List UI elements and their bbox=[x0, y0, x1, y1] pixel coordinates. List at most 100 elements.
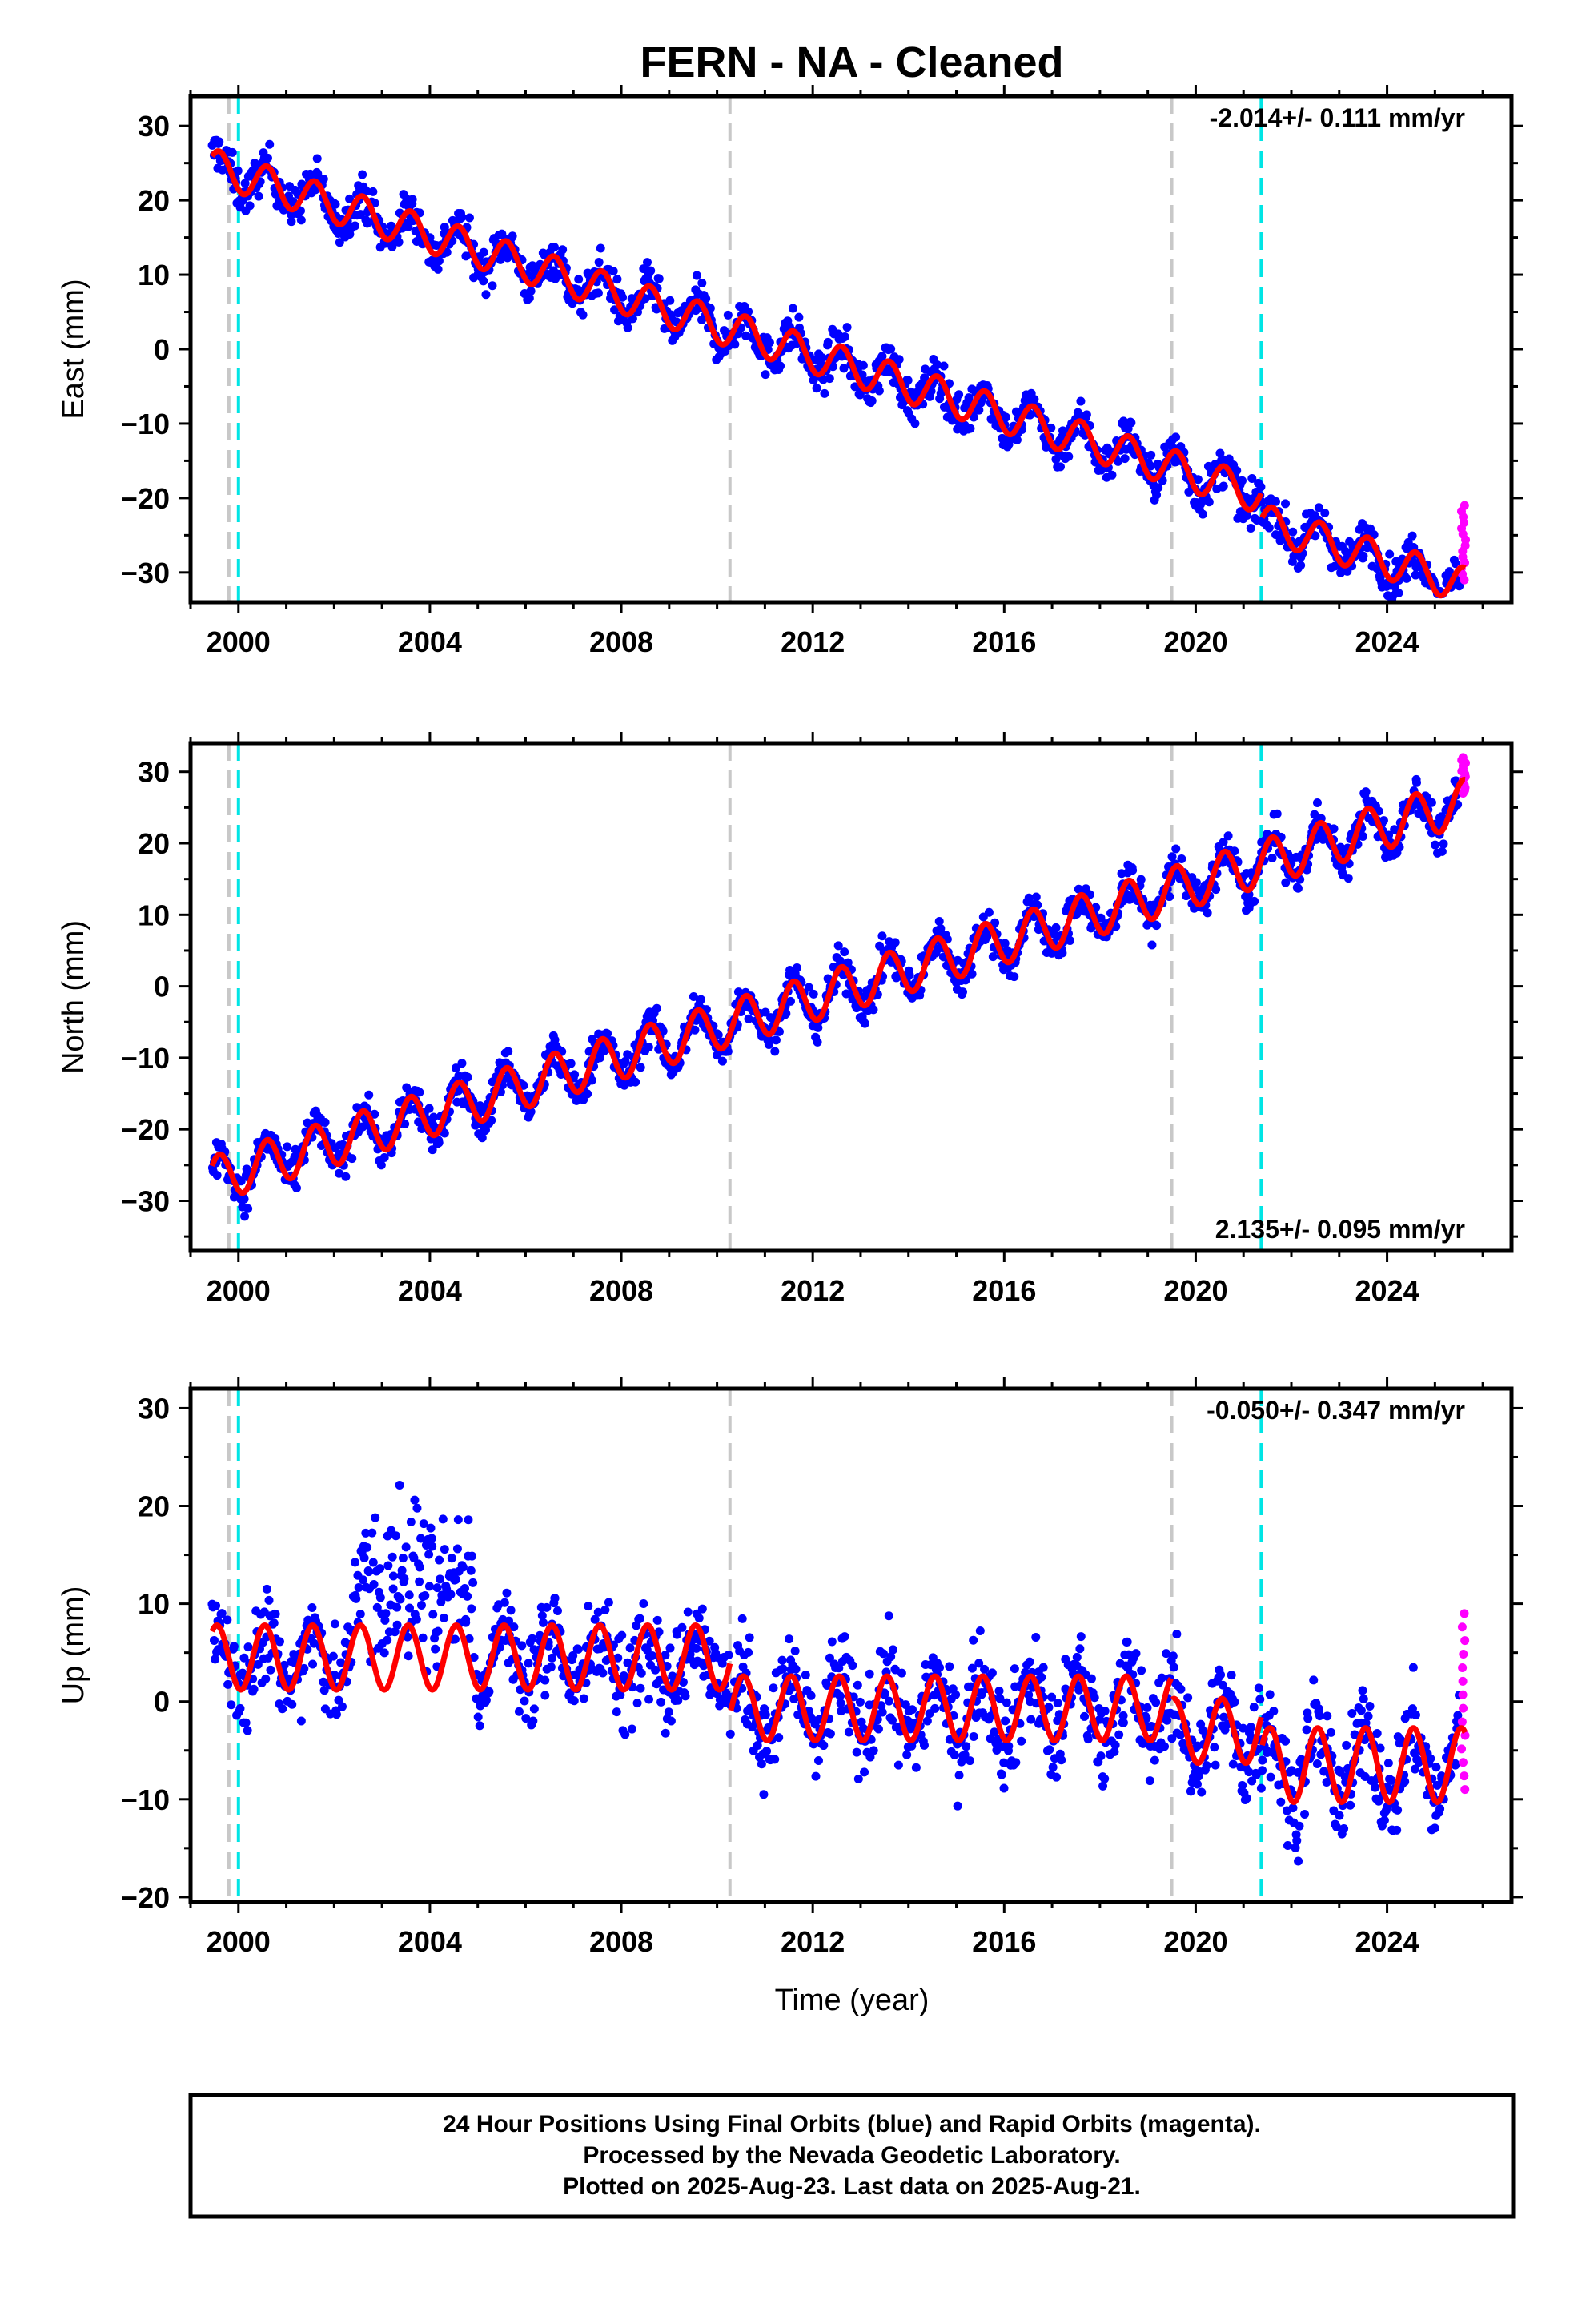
final-orbit-point bbox=[217, 1609, 227, 1618]
final-orbit-point bbox=[307, 1603, 317, 1613]
final-orbit-point bbox=[1314, 1704, 1323, 1714]
final-orbit-point bbox=[1096, 913, 1106, 923]
final-orbit-point bbox=[820, 388, 829, 398]
final-orbit-point bbox=[542, 1602, 552, 1612]
final-orbit-point bbox=[690, 1025, 700, 1035]
final-orbit-point bbox=[375, 1593, 385, 1602]
final-orbit-point bbox=[330, 1619, 339, 1629]
final-orbit-point bbox=[744, 1014, 753, 1023]
final-orbit-point bbox=[1329, 1806, 1339, 1815]
final-orbit-point bbox=[451, 1574, 460, 1584]
final-orbit-point bbox=[243, 1204, 253, 1213]
final-orbit-point bbox=[1098, 1781, 1108, 1791]
final-orbit-point bbox=[1031, 1632, 1041, 1642]
final-orbit-point bbox=[1065, 935, 1074, 945]
final-orbit-point bbox=[636, 1668, 646, 1678]
final-orbit-point bbox=[608, 267, 618, 276]
final-orbit-point bbox=[1410, 1764, 1419, 1774]
final-orbit-point bbox=[628, 314, 637, 324]
final-orbit-point bbox=[463, 1072, 472, 1082]
final-orbit-point bbox=[433, 264, 443, 274]
final-orbit-point bbox=[598, 1668, 608, 1678]
final-orbit-point bbox=[1083, 1735, 1093, 1744]
final-orbit-point bbox=[296, 1716, 306, 1726]
final-orbit-point bbox=[264, 1595, 274, 1605]
final-orbit-point bbox=[1110, 1747, 1119, 1756]
final-orbit-point bbox=[477, 1133, 487, 1143]
final-orbit-point bbox=[320, 1118, 330, 1128]
final-orbit-point bbox=[415, 1562, 424, 1572]
final-orbit-point bbox=[625, 1643, 635, 1653]
final-orbit-point bbox=[1426, 1754, 1435, 1763]
final-orbit-point bbox=[999, 1783, 1009, 1793]
final-orbit-point bbox=[673, 1695, 683, 1705]
final-orbit-point bbox=[291, 1184, 301, 1193]
final-orbit-point bbox=[440, 1128, 449, 1138]
final-orbit-point bbox=[240, 1212, 250, 1221]
final-orbit-point bbox=[835, 1691, 845, 1701]
final-orbit-point bbox=[1281, 878, 1291, 887]
final-orbit-point bbox=[1247, 1723, 1255, 1732]
final-orbit-point bbox=[520, 1696, 529, 1706]
final-orbit-point bbox=[890, 938, 900, 947]
rapid-orbit-point bbox=[1458, 753, 1468, 762]
final-orbit-point bbox=[1258, 1755, 1267, 1765]
final-orbit-point bbox=[932, 360, 942, 369]
final-orbit-point bbox=[383, 1561, 393, 1570]
final-orbit-point bbox=[1359, 551, 1368, 561]
final-orbit-point bbox=[435, 1555, 444, 1565]
final-orbit-point bbox=[579, 1694, 588, 1703]
final-orbit-point bbox=[1302, 1725, 1311, 1735]
final-orbit-point bbox=[1114, 456, 1123, 466]
final-orbit-point bbox=[434, 1138, 444, 1148]
final-orbit-point bbox=[1358, 831, 1367, 841]
final-orbit-point bbox=[434, 256, 444, 266]
final-orbit-point bbox=[479, 276, 488, 286]
final-orbit-point bbox=[1044, 1703, 1054, 1712]
final-orbit-point bbox=[361, 1528, 371, 1538]
final-orbit-point bbox=[1266, 1772, 1275, 1782]
final-orbit-point bbox=[263, 153, 272, 163]
final-orbit-point bbox=[999, 1758, 1009, 1767]
final-orbit-point bbox=[741, 331, 751, 340]
final-orbit-point bbox=[1291, 1843, 1300, 1852]
final-orbit-point bbox=[869, 1746, 878, 1755]
final-orbit-point bbox=[369, 1579, 379, 1589]
final-orbit-point bbox=[723, 310, 733, 320]
final-orbit-point bbox=[1162, 1649, 1171, 1659]
final-orbit-point bbox=[464, 1634, 474, 1643]
final-orbit-point bbox=[1142, 1714, 1151, 1723]
x-tick-label: 2024 bbox=[1355, 1274, 1419, 1307]
final-orbit-point bbox=[431, 1644, 440, 1654]
final-orbit-point bbox=[341, 1172, 351, 1181]
final-orbit-point bbox=[1323, 1711, 1332, 1721]
final-orbit-point bbox=[331, 199, 340, 209]
final-orbit-point bbox=[1327, 1727, 1336, 1737]
final-orbit-point bbox=[1239, 1723, 1248, 1733]
final-orbit-point bbox=[404, 1590, 414, 1600]
final-orbit-point bbox=[1383, 1759, 1393, 1768]
final-orbit-point bbox=[950, 1750, 959, 1759]
final-orbit-point bbox=[415, 1577, 424, 1586]
final-orbit-point bbox=[574, 275, 584, 284]
final-orbit-point bbox=[1136, 875, 1146, 884]
final-orbit-point bbox=[1267, 854, 1277, 863]
final-orbit-point bbox=[804, 983, 813, 992]
final-orbit-point bbox=[894, 355, 904, 364]
final-orbit-point bbox=[958, 987, 968, 997]
final-orbit-point bbox=[395, 1480, 404, 1490]
final-orbit-point bbox=[852, 1747, 861, 1757]
final-orbit-point bbox=[1400, 1777, 1410, 1787]
final-orbit-point bbox=[769, 1683, 778, 1693]
final-orbit-point bbox=[461, 1618, 471, 1627]
final-orbit-point bbox=[400, 1574, 409, 1583]
final-orbit-point bbox=[464, 1515, 473, 1525]
final-orbit-point bbox=[454, 1071, 464, 1080]
final-orbit-point bbox=[639, 1598, 648, 1608]
final-orbit-point bbox=[1147, 940, 1157, 950]
final-orbit-point bbox=[233, 166, 243, 175]
final-orbit-point bbox=[1356, 1706, 1366, 1715]
final-orbit-point bbox=[336, 1658, 346, 1667]
final-orbit-point bbox=[593, 1607, 603, 1617]
